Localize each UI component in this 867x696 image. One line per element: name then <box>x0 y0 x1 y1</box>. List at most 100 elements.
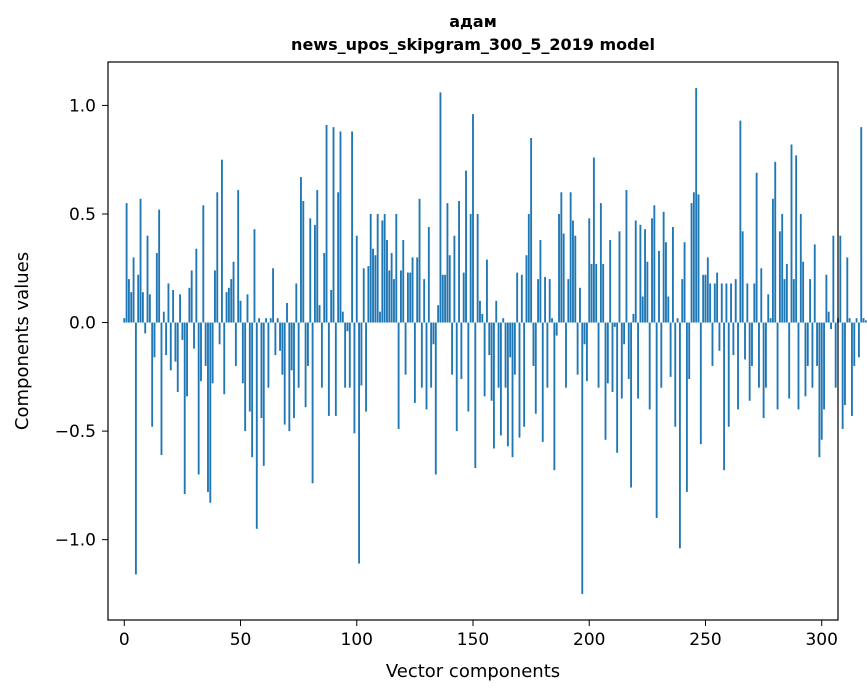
bar-6 <box>137 274 140 323</box>
bar-203 <box>595 263 598 323</box>
bar-310 <box>844 322 846 406</box>
bar-52 <box>244 322 247 432</box>
y-tick-label: 1.0 <box>69 96 96 116</box>
bar-18 <box>165 322 168 356</box>
bar-117 <box>395 213 398 323</box>
bar-57 <box>255 322 258 529</box>
bar-92 <box>337 192 340 323</box>
bar-228 <box>653 205 656 323</box>
bar-23 <box>176 322 179 393</box>
bar-285 <box>785 263 788 323</box>
bar-99 <box>353 322 356 434</box>
bar-255 <box>716 272 719 323</box>
bar-98 <box>351 131 354 323</box>
bar-185 <box>553 322 556 471</box>
bar-239 <box>678 322 681 549</box>
bar-17 <box>162 311 165 323</box>
bar-197 <box>581 322 584 594</box>
bar-154 <box>481 313 484 323</box>
bar-247 <box>697 194 700 323</box>
bar-231 <box>660 322 663 388</box>
bar-139 <box>446 203 449 323</box>
bar-248 <box>699 322 702 445</box>
bar-102 <box>360 322 363 386</box>
bar-63 <box>269 318 272 323</box>
bar-134 <box>434 322 437 475</box>
bar-71 <box>288 322 291 432</box>
bar-131 <box>427 227 430 323</box>
bar-269 <box>748 322 751 401</box>
bar-9 <box>144 322 147 334</box>
bar-181 <box>544 276 546 323</box>
bar-50 <box>239 300 242 323</box>
bar-184 <box>551 318 553 323</box>
y-tick-label: −0.5 <box>55 422 96 442</box>
bar-227 <box>651 218 653 323</box>
bar-78 <box>304 322 307 408</box>
bar-300 <box>820 322 823 440</box>
bar-69 <box>283 322 286 425</box>
bar-253 <box>711 322 714 366</box>
bar-229 <box>655 322 658 518</box>
bar-4 <box>132 257 135 323</box>
bar-244 <box>690 203 693 323</box>
bar-49 <box>237 190 240 323</box>
bar-232 <box>662 211 665 323</box>
bar-87 <box>325 124 328 323</box>
bar-24 <box>179 294 181 323</box>
bar-152 <box>476 213 479 323</box>
bar-166 <box>509 322 512 358</box>
bar-212 <box>616 322 619 453</box>
bar-79 <box>307 322 309 366</box>
bar-116 <box>393 279 395 323</box>
bar-205 <box>599 203 602 323</box>
bar-11 <box>148 294 151 323</box>
bar-25 <box>181 322 184 340</box>
bar-14 <box>155 253 158 323</box>
bar-15 <box>158 209 161 323</box>
bar-61 <box>265 318 268 323</box>
bar-313 <box>851 322 853 416</box>
bar-3 <box>130 292 133 323</box>
bar-277 <box>767 294 770 323</box>
bar-165 <box>506 322 509 447</box>
bar-290 <box>797 322 800 410</box>
bar-150 <box>472 114 474 323</box>
bar-318 <box>862 318 865 323</box>
bar-114 <box>388 270 391 323</box>
bar-43 <box>223 322 226 395</box>
bar-304 <box>830 322 832 330</box>
bar-0 <box>123 318 126 323</box>
bar-65 <box>274 322 277 356</box>
bar-288 <box>792 279 795 323</box>
bar-146 <box>462 272 465 323</box>
y-axis-label: Components values <box>12 252 33 430</box>
bar-94 <box>341 311 344 323</box>
bar-74 <box>295 283 298 323</box>
bar-265 <box>739 120 742 323</box>
bar-83 <box>316 190 319 323</box>
bar-88 <box>327 322 330 416</box>
bar-198 <box>583 322 586 345</box>
bar-8 <box>141 292 144 323</box>
bar-58 <box>258 318 261 323</box>
bar-85 <box>320 322 323 388</box>
bar-225 <box>646 261 649 323</box>
bar-30 <box>193 322 195 349</box>
bar-100 <box>355 235 358 323</box>
bar-172 <box>523 322 526 427</box>
bar-62 <box>267 322 270 388</box>
bar-191 <box>567 279 570 323</box>
bar-235 <box>669 322 672 377</box>
bar-210 <box>611 322 614 393</box>
bar-53 <box>246 294 249 323</box>
y-tick-label: 0.5 <box>69 205 96 225</box>
bar-101 <box>358 322 361 564</box>
bar-90 <box>332 127 335 323</box>
bar-97 <box>348 322 351 388</box>
bar-36 <box>207 322 209 492</box>
bar-127 <box>418 198 421 323</box>
bar-234 <box>667 296 670 323</box>
bar-296 <box>811 322 814 388</box>
